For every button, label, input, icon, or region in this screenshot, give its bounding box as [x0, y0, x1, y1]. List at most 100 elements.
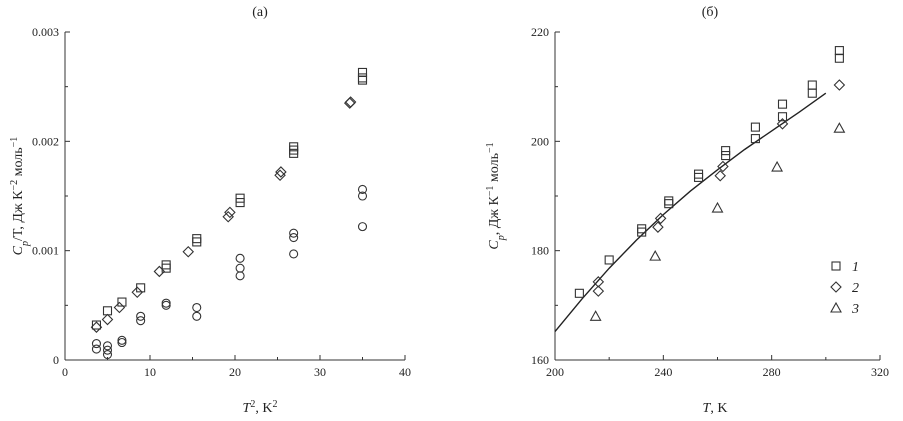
data-point-square: [289, 142, 299, 152]
data-point-diamond: [833, 79, 846, 91]
data-point-square: [721, 146, 731, 156]
data-point-circle: [289, 249, 299, 259]
y-tick-label: 0.001: [32, 244, 59, 258]
data-point-circle: [102, 341, 113, 351]
data-point-circle: [136, 316, 146, 326]
data-point-square: [777, 112, 788, 122]
data-point-diamond: [224, 206, 236, 219]
y-tick-label: 0.002: [32, 134, 59, 148]
data-point-diamond: [274, 169, 286, 182]
data-point-circle: [136, 311, 146, 321]
data-point-triangle: [833, 122, 846, 133]
data-point-diamond: [344, 96, 357, 108]
data-point-square: [574, 288, 584, 298]
series-circle: [91, 184, 368, 360]
data-point-circle: [102, 349, 113, 360]
data-point-circle: [117, 335, 127, 345]
y-tick-label: 0: [53, 353, 59, 367]
x-tick-label: 30: [314, 365, 326, 379]
data-point-triangle: [771, 160, 784, 172]
data-point-square: [357, 75, 368, 85]
data-point-circle: [289, 232, 299, 243]
data-point-diamond: [222, 210, 234, 223]
legend-label: 1: [852, 260, 859, 275]
data-point-square: [807, 80, 817, 90]
legend-label: 2: [852, 281, 859, 296]
panel-a-x-axis-label: T2, K2: [243, 399, 278, 417]
legend-label: 3: [851, 302, 859, 317]
data-point-square: [637, 224, 647, 234]
panel-b-y-axis-label: Cp, Дж К−1 моль−1: [485, 142, 507, 249]
data-point-square: [192, 237, 202, 247]
data-point-square: [235, 193, 245, 203]
panel-b-title: (б): [702, 5, 719, 20]
fit-line: [554, 92, 827, 333]
x-tick-label: 40: [399, 365, 411, 379]
series-2: [592, 79, 846, 297]
data-point-square: [664, 196, 674, 206]
data-point-diamond: [275, 166, 287, 178]
x-tick-label: 20: [229, 365, 241, 379]
panel-b: (б) 200 240 280 320 160 180 200 220 T, K Cp, Дж…: [485, 5, 890, 416]
x-tick-label: 0: [62, 365, 68, 379]
data-point-diamond: [714, 169, 726, 182]
data-point-diamond: [652, 221, 664, 233]
y-tick-label: 200: [531, 134, 549, 148]
panel-b-legend: 1 2 3: [830, 260, 859, 317]
data-point-square: [693, 169, 704, 179]
y-tick-label: 160: [531, 353, 549, 367]
data-point-diamond: [90, 321, 103, 333]
x-tick-label: 10: [144, 365, 156, 379]
data-point-circle: [91, 344, 101, 354]
data-point-square: [117, 297, 127, 307]
series-3: [589, 122, 846, 321]
series-1: [574, 46, 844, 298]
data-point-square: [102, 306, 113, 316]
data-point-diamond: [131, 286, 144, 298]
data-point-circle: [357, 222, 368, 232]
data-point-circle: [235, 253, 245, 263]
data-point-diamond: [776, 118, 789, 130]
data-point-circle: [161, 300, 171, 310]
panel-a: (а) 0 10 20 30 40 0 0.001 0.002 0.003 T2, K2 Cp/…: [9, 5, 412, 416]
x-tick-label: 200: [546, 365, 564, 379]
data-point-circle: [357, 184, 368, 194]
panel-b-x-axis-label: T, K: [703, 401, 728, 416]
data-point-square: [807, 88, 817, 98]
data-point-circle: [289, 228, 299, 238]
legend-marker-triangle: [830, 301, 842, 313]
data-point-diamond: [182, 245, 195, 258]
data-point-diamond: [717, 160, 729, 173]
panel-a-plot-area: 0 10 20 30 40 0 0.001 0.002 0.003: [32, 25, 411, 379]
data-point-circle: [192, 311, 202, 321]
y-tick-label: 0.003: [32, 25, 59, 39]
data-point-square: [834, 53, 844, 63]
data-point-square: [693, 172, 704, 182]
data-point-circle: [357, 191, 368, 201]
data-point-circle: [91, 339, 101, 349]
legend-marker-diamond: [830, 281, 842, 293]
data-point-square: [357, 73, 368, 83]
data-point-square: [721, 150, 731, 161]
data-point-circle: [102, 345, 113, 355]
data-point-triangle: [649, 250, 662, 261]
data-point-diamond: [592, 276, 605, 288]
legend-marker-square: [831, 261, 841, 271]
data-point-triangle: [589, 310, 602, 321]
data-point-square: [664, 199, 674, 209]
data-point-square: [161, 260, 171, 270]
data-point-diamond: [101, 313, 114, 326]
panel-b-plot-area: 200 240 280 320 160 180 200 220: [531, 25, 889, 379]
data-point-square: [357, 67, 368, 78]
data-point-circle: [161, 298, 171, 308]
data-point-square: [750, 122, 760, 132]
data-point-diamond: [592, 285, 605, 297]
data-point-diamond: [113, 301, 126, 314]
data-point-circle: [235, 271, 245, 281]
data-point-square: [834, 46, 844, 56]
x-tick-label: 280: [763, 365, 781, 379]
data-point-square: [750, 134, 760, 144]
data-point-square: [777, 99, 788, 109]
series-square: [91, 67, 368, 330]
